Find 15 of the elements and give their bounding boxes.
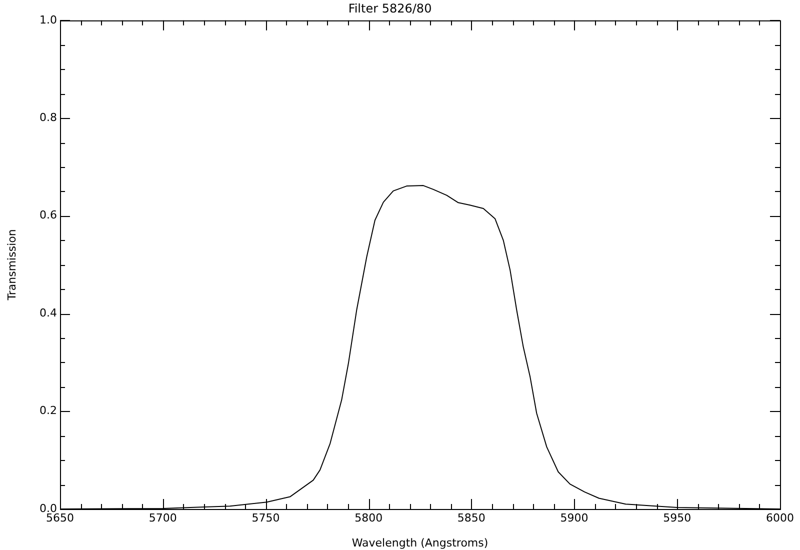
x-tick-label: 6000 [766, 511, 794, 524]
y-axis-title: Transmission [5, 229, 18, 302]
x-tick-label: 5700 [148, 511, 177, 524]
x-tick-label: 5750 [252, 511, 280, 524]
chart-title: Filter 5826/80 [348, 1, 432, 16]
y-tick-label: 0.4 [40, 306, 57, 320]
x-tick-label: 5900 [560, 511, 588, 524]
y-tick-label: 1.0 [40, 13, 57, 26]
y-tick-label: 0.2 [40, 404, 57, 418]
y-tick-label: 0.6 [40, 208, 57, 222]
x-axis-title: Wavelength (Angstroms) [352, 536, 488, 550]
x-tick-label: 5950 [663, 511, 692, 524]
x-tick-label: 5800 [354, 511, 383, 524]
y-tick-label: 0.8 [40, 110, 57, 124]
x-tick-label: 5850 [457, 511, 486, 524]
